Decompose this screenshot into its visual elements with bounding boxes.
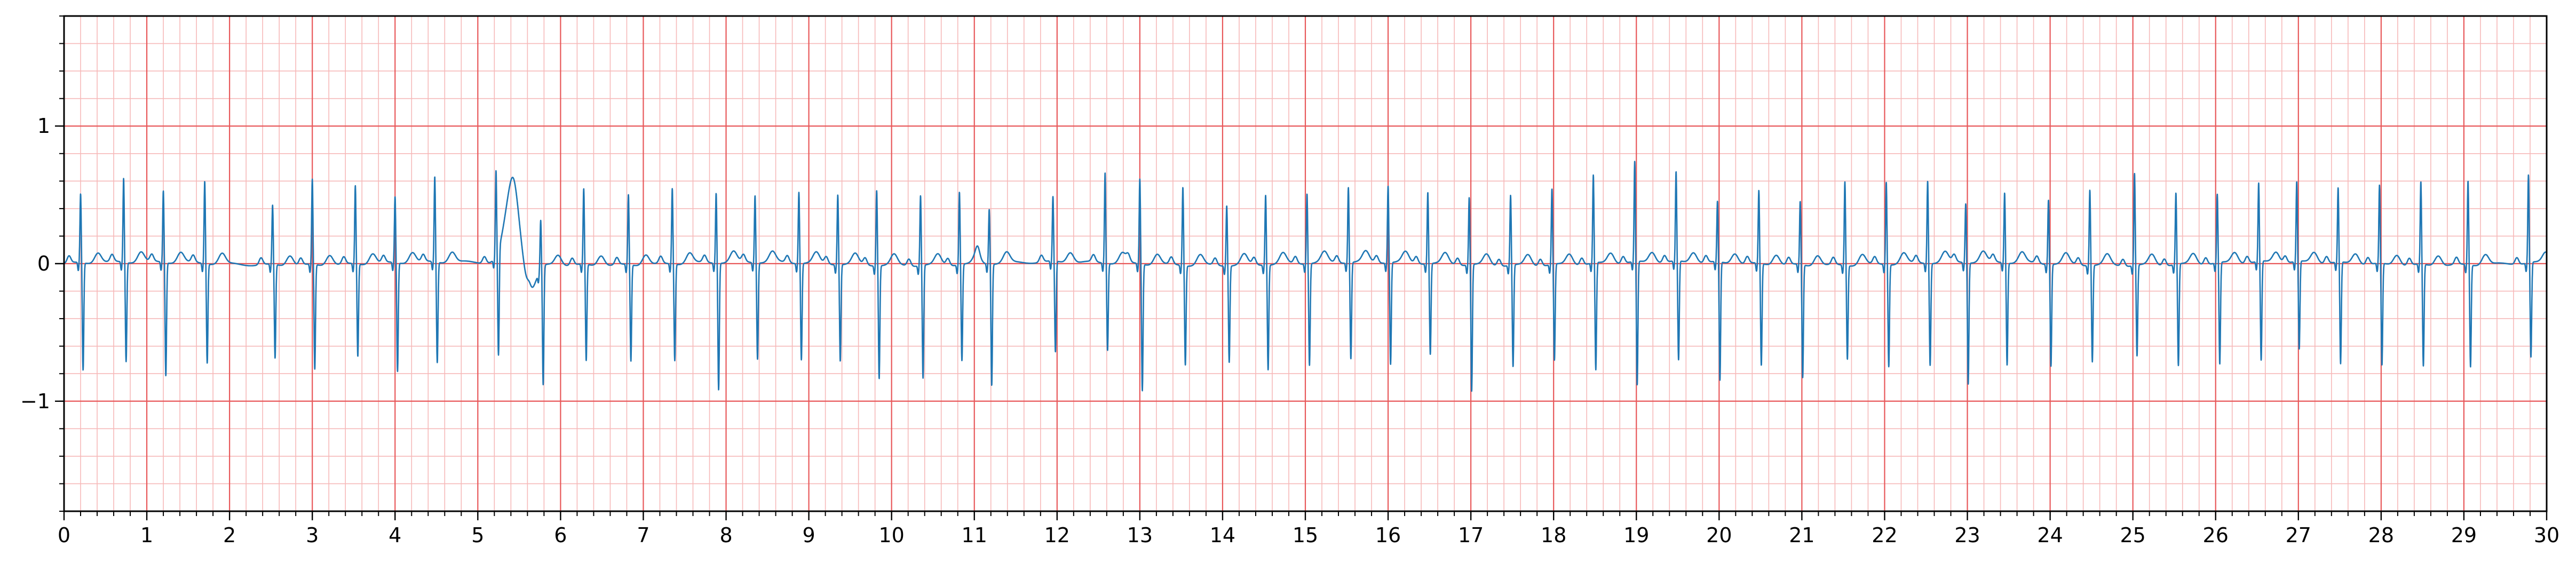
x-tick-label: 5 [471,524,484,547]
x-tick-label: 1 [140,524,153,547]
ecg-trace-line [63,161,2548,392]
x-tick-label: 10 [878,524,904,547]
x-tick-label: 8 [719,524,732,547]
x-tick-label: 3 [306,524,319,547]
x-tick-label: 7 [637,524,649,547]
x-tick-label: 25 [2120,524,2145,547]
x-axis: 0 1 2 3 4 5 6 7 8 9 10 11 12 13 14 15 16 17 18 19 20 21 22 23 24… [58,511,2559,547]
x-tick-label: 20 [1706,524,1732,547]
x-tick-label: 28 [2368,524,2394,547]
x-tick-label: 12 [1044,524,1070,547]
y-tick-label: 0 [37,252,50,275]
x-tick-label: 29 [2451,524,2477,547]
x-tick-label: 6 [554,524,567,547]
x-tick-label: 26 [2203,524,2229,547]
x-tick-label: 9 [803,524,815,547]
x-tick-label: 27 [2286,524,2311,547]
x-tick-label: 18 [1541,524,1566,547]
y-tick-label: −1 [20,390,50,413]
x-tick-label: 14 [1210,524,1235,547]
x-tick-label: 13 [1127,524,1153,547]
x-tick-label: 11 [962,524,987,547]
x-tick-label: 4 [389,524,401,547]
x-tick-label: 22 [1872,524,1897,547]
x-tick-label: 0 [58,524,70,547]
x-tick-label: 30 [2534,524,2559,547]
x-tick-label: 21 [1789,524,1814,547]
x-tick-label: 2 [223,524,236,547]
y-tick-label: 1 [37,114,50,138]
x-tick-label: 15 [1293,524,1318,547]
x-tick-label: 24 [2037,524,2063,547]
x-tick-label: 16 [1375,524,1401,547]
x-tick-label: 19 [1623,524,1649,547]
x-tick-label: 17 [1458,524,1484,547]
y-axis: −1 0 1 [20,15,64,512]
x-tick-label: 23 [1954,524,1980,547]
